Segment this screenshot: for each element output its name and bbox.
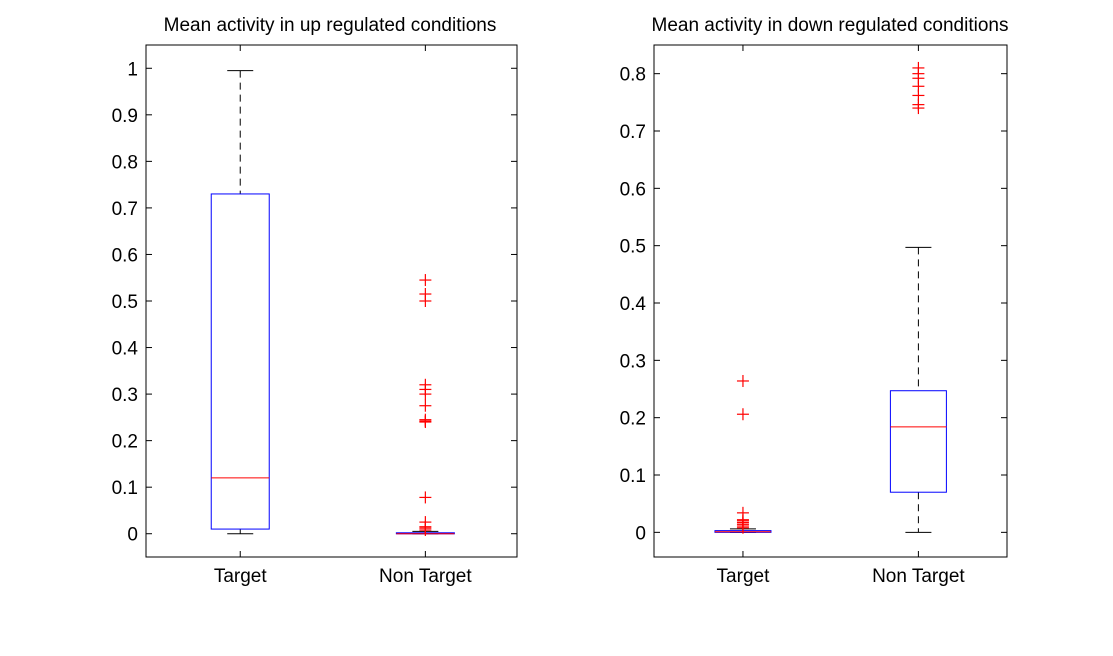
outlier-marker	[736, 374, 749, 387]
outlier-marker	[736, 408, 749, 421]
y-tick-label: 0.1	[112, 478, 138, 499]
y-tick-label: 0	[635, 523, 646, 544]
axes-box	[145, 44, 518, 558]
chart-title: Mean activity in up regulated conditions	[164, 15, 497, 36]
x-tick-label: Target	[717, 566, 771, 587]
y-tick-label: 0.3	[620, 351, 646, 372]
y-tick-label: 0.6	[620, 179, 646, 200]
plot-area	[210, 70, 455, 537]
outlier-marker	[736, 506, 749, 519]
y-tick-label: 0.1	[620, 466, 646, 487]
y-tick-label: 0.4	[112, 339, 139, 360]
y-tick-label: 0.7	[620, 122, 646, 143]
outlier-marker	[419, 413, 432, 426]
y-axis: 0 0.1 0.2 0.3 0.4 0.5 0.6 0.7 0.8 0.9 1	[112, 59, 517, 546]
y-tick-label: 0	[127, 525, 138, 546]
y-tick-label: 0.8	[112, 152, 138, 173]
panel-up-regulated: Mean activity in up regulated conditions…	[112, 15, 518, 587]
x-axis: Target Non Target	[717, 45, 965, 587]
y-axis: 0 0.1 0.2 0.3 0.4 0.5 0.6 0.7 0.8	[620, 65, 1007, 544]
panel-down-regulated: Mean activity in down regulated conditio…	[620, 15, 1009, 587]
y-tick-label: 0.9	[112, 106, 138, 127]
y-tick-label: 1	[127, 59, 138, 80]
outlier-marker	[419, 288, 432, 301]
y-tick-label: 0.5	[620, 237, 646, 258]
x-axis: Target Non Target	[214, 45, 472, 587]
axes-box	[653, 44, 1008, 558]
y-tick-label: 0.3	[112, 385, 138, 406]
outlier-marker	[419, 516, 432, 529]
outlier-marker	[419, 378, 432, 391]
y-tick-label: 0.7	[112, 199, 138, 220]
x-tick-label: Target	[214, 566, 268, 587]
box	[889, 390, 947, 493]
y-tick-label: 0.2	[620, 409, 646, 430]
chart-title: Mean activity in down regulated conditio…	[652, 15, 1009, 36]
outlier-marker	[419, 491, 432, 504]
outlier-marker	[419, 399, 432, 412]
plot-area	[714, 61, 947, 534]
x-tick-label: Non Target	[872, 566, 965, 587]
y-tick-label: 0.5	[112, 292, 138, 313]
y-tick-label: 0.4	[620, 294, 647, 315]
outlier-marker	[419, 274, 432, 287]
y-tick-label: 0.2	[112, 432, 138, 453]
y-tick-label: 0.8	[620, 65, 646, 86]
x-tick-label: Non Target	[379, 566, 472, 587]
y-tick-label: 0.6	[112, 245, 138, 266]
box	[210, 193, 270, 530]
outlier-marker	[912, 61, 925, 74]
